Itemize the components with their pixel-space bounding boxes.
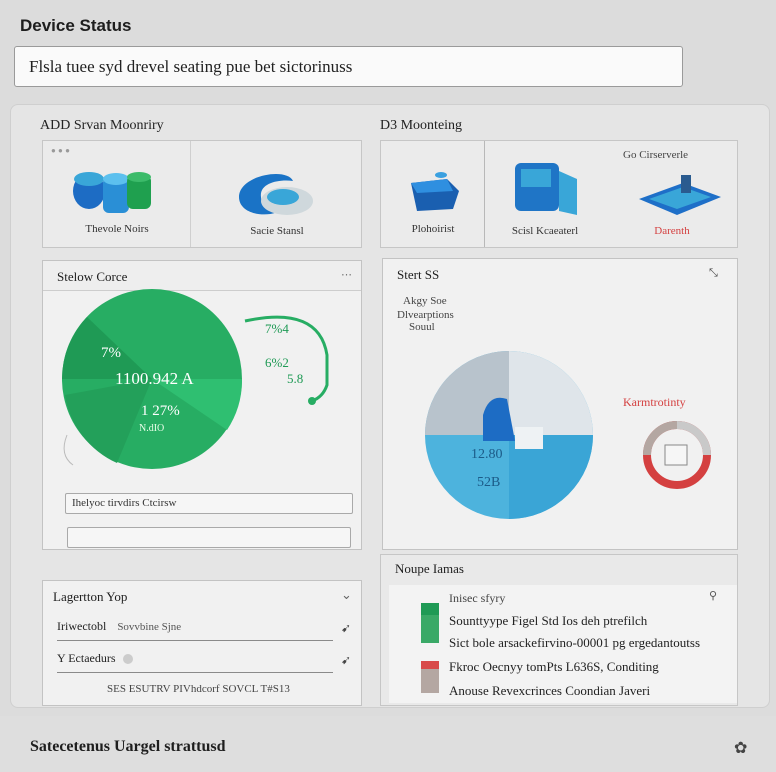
chevron-down-icon[interactable]: ⌄	[341, 587, 352, 602]
location-card-title: Lagertton Yop	[53, 589, 128, 604]
notice-item-1[interactable]: Sounttyype Figel Std Ios deh ptrefilch	[449, 613, 648, 628]
notice-item-3[interactable]: Fkroc Oecnyy tomPts L636S, Conditing	[449, 659, 659, 674]
tile-device-3[interactable]: Plohoirist	[381, 141, 485, 247]
pie-callout-arc	[244, 315, 329, 403]
pie-right-label-3: 5.8	[287, 371, 304, 386]
tile-5-caption: Darenth	[654, 225, 690, 237]
row-1-label: Iriwectobl	[57, 619, 107, 633]
donut-slice-light	[509, 351, 593, 435]
notices-card: Noupe Iamas Inisec sfyry ⚲ Sounttyype Fi…	[380, 554, 738, 706]
pie-right-label-1: 7%4	[265, 321, 289, 336]
notices-list-header: Inisec sfyry	[449, 591, 506, 605]
storage-card: Stert SS ⤡ Akgy Soe Dlvearptions Souul 1…	[382, 258, 738, 550]
location-card: Lagertton Yop ⌄ Iriwectobl Sovvbine Sjne…	[42, 580, 362, 706]
pin-icon[interactable]: ⚲	[709, 590, 718, 602]
pie-main-value: 1100.942 A	[115, 369, 194, 388]
row-2-label: Y Ectaedurs	[57, 651, 116, 665]
device-disc-icon	[239, 174, 313, 215]
gauge-icon	[643, 421, 711, 489]
notice-bar-2	[421, 661, 439, 693]
tray-device-icon	[639, 175, 721, 215]
pie-chart	[62, 289, 329, 469]
legend-item-2: Dlvearptions	[397, 309, 454, 321]
right-tiles-container: Plohoirist Scisl Kcaeaterl Go Cirserverl…	[380, 140, 738, 248]
footer-bar	[0, 716, 776, 772]
storage-card-title: Stert SS	[397, 267, 440, 282]
tile-5-header: Go Cirserverle	[623, 149, 689, 161]
row-2-arrow-icon[interactable]: ➹	[341, 653, 352, 667]
pie-label-percent: 7%	[101, 345, 121, 361]
tile-device-5[interactable]: Go Cirserverle Darenth	[607, 141, 737, 247]
pie-sub-unit: N.dIO	[139, 423, 165, 434]
status-input-1[interactable]: Ihelyoc tirvdirs Ctcirsw	[65, 493, 353, 514]
donut-chart	[425, 351, 593, 519]
notice-item-4[interactable]: Anouse Revexcrinces Coondian Javeri	[449, 683, 651, 698]
row-1-value: Sovvbine Sjne	[117, 621, 182, 633]
tile-1-caption: Thevole Noirs	[85, 223, 149, 235]
row-1-arrow-icon[interactable]: ➹	[341, 621, 352, 635]
pie-slice-right	[152, 379, 243, 430]
notices-list: Inisec sfyry ⚲ Sounttyype Figel Std Ios …	[389, 585, 737, 703]
tile-2-caption: Sacie Stansl	[250, 225, 304, 237]
server-box-icon	[515, 163, 577, 215]
pie-callout-dot	[308, 397, 316, 405]
tile-4-caption: Scisl Kcaeaterl	[511, 225, 579, 237]
tile-device-2[interactable]: Sacie Stansl	[191, 141, 363, 247]
notice-item-2[interactable]: Sict bole arsackefirvino-00001 pg ergeda…	[449, 635, 701, 650]
toggle-icon[interactable]	[122, 654, 133, 665]
donut-value-1: 12.80	[471, 447, 503, 462]
tile-device-1[interactable]: Thevole Noirs	[43, 141, 191, 247]
pie-slice-top-left	[62, 317, 152, 379]
left-tiles-container: ● ● ● Thevole Noirs Sacie Stansl	[42, 140, 362, 248]
disc-drive-icon	[411, 172, 459, 211]
status-card: Stelow Corce ⋯ 7% 1100.942 A 1 27% N.dIO…	[42, 260, 362, 550]
tile-dots-icon: ● ● ●	[51, 146, 70, 155]
notice-bar-1	[421, 603, 439, 643]
right-section-title: D3 Moonteing	[380, 118, 463, 133]
callout-label: Karmtrotinty	[623, 395, 686, 409]
tile-3-caption: Plohoirist	[411, 223, 455, 235]
legend-item-3: Souul	[409, 321, 435, 333]
left-section-title: ADD Srvan Moonriry	[40, 118, 164, 133]
location-row-2[interactable]: Y Ectaedurs	[57, 651, 333, 673]
pie-callout-line	[63, 434, 74, 466]
location-footer-text: SES ESUTRV PIVhdcorf SOVCL T#S13	[107, 683, 290, 695]
status-card-header	[43, 261, 361, 291]
pie-sub-value: 1 27%	[141, 403, 180, 419]
notices-card-title: Noupe Iamas	[395, 561, 464, 576]
donut-slice-blue	[509, 435, 593, 519]
search-input[interactable]: Flsla tuee syd drevel seating pue bet si…	[14, 46, 683, 87]
tile-device-4[interactable]: Scisl Kcaeaterl	[485, 141, 605, 247]
cylinders-icon	[73, 172, 151, 213]
more-icon[interactable]: ⋯	[341, 269, 352, 281]
donut-device	[483, 397, 515, 441]
status-card-title: Stelow Corce	[57, 269, 128, 284]
expand-icon[interactable]: ⤡	[709, 267, 718, 279]
pie-slice-bottom-left	[65, 379, 152, 463]
pie-right-label-2: 6%2	[265, 355, 289, 370]
legend-item-1: Akgy Soe	[403, 295, 447, 307]
location-row-1[interactable]: Iriwectobl Sovvbine Sjne	[57, 619, 333, 641]
settings-icon[interactable]: ✿	[734, 740, 748, 757]
donut-value-2: 52B	[477, 475, 501, 490]
page-title: Device Status	[20, 16, 132, 35]
footer-status-text: Satecetenus Uargel strattusd	[30, 738, 226, 755]
status-input-2[interactable]	[67, 527, 351, 548]
donut-device-box	[515, 427, 543, 449]
